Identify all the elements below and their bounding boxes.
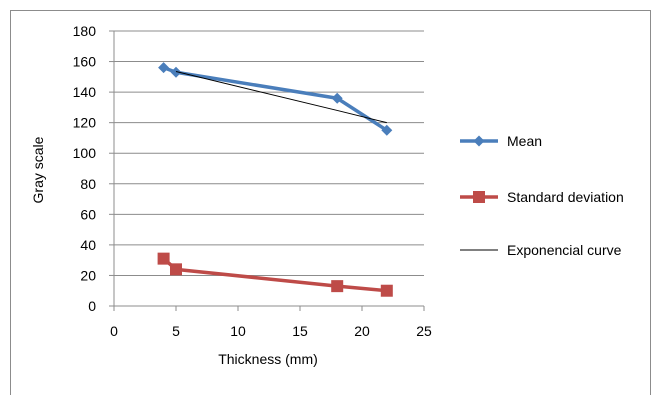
legend-item-standard-deviation: Standard deviation — [460, 189, 624, 205]
tick-labels: 0 20 40 60 80 100 120 140 160 180 0 5 10 15 20 25 — [73, 23, 432, 339]
y-tick-label-100: 100 — [73, 145, 97, 161]
data-point-mean-2 — [331, 92, 343, 104]
chart-frame — [10, 10, 651, 395]
axes — [109, 30, 425, 311]
data-point-mean-0 — [158, 62, 170, 74]
y-tick-label-0: 0 — [88, 298, 96, 314]
data-point-standard-deviation-0 — [157, 252, 170, 265]
series-line-mean — [162, 66, 388, 132]
y-tick-label-80: 80 — [80, 176, 96, 192]
data-point-mean-1 — [170, 66, 182, 78]
x-tick-label-20: 20 — [354, 323, 370, 339]
series-exponencial-curve — [175, 71, 387, 124]
series-layer — [157, 62, 393, 297]
legend-item-exponencial-curve: Exponencial curve — [460, 242, 622, 258]
y-tick-label-140: 140 — [73, 84, 97, 100]
legend: Mean Standard deviation Exponencial curve — [460, 133, 624, 258]
legend-item-mean: Mean — [460, 133, 542, 149]
y-tick-label-120: 120 — [73, 115, 97, 131]
y-axis-label: Gray scale — [30, 136, 46, 203]
x-tick-label-15: 15 — [292, 323, 308, 339]
y-tick-label-20: 20 — [80, 267, 96, 283]
x-tick-label-25: 25 — [416, 323, 432, 339]
series-line-exponencial-curve — [175, 71, 387, 124]
x-tick-label-10: 10 — [230, 323, 246, 339]
y-tick-label-180: 180 — [73, 23, 97, 39]
data-point-standard-deviation-1 — [170, 263, 182, 276]
x-tick-label-0: 0 — [110, 323, 118, 339]
series-mean — [158, 62, 393, 136]
y-tick-label-40: 40 — [80, 237, 96, 253]
y-tick-label-160: 160 — [73, 54, 97, 70]
data-point-mean-3 — [381, 124, 393, 136]
legend-label-exponencial-curve: Exponencial curve — [507, 242, 622, 258]
x-axis-label: Thickness (mm) — [218, 351, 318, 367]
legend-label-mean: Mean — [507, 133, 542, 149]
series-standard-deviation — [157, 252, 393, 297]
series-line-standard-deviation — [162, 257, 387, 293]
data-point-standard-deviation-2 — [331, 280, 344, 293]
gridlines — [114, 30, 424, 276]
legend-marker-mean — [473, 135, 485, 147]
legend-marker-standard-deviation — [473, 191, 485, 203]
x-tick-label-5: 5 — [172, 323, 180, 339]
data-point-standard-deviation-3 — [380, 284, 393, 297]
y-tick-label-60: 60 — [80, 206, 96, 222]
legend-label-standard-deviation: Standard deviation — [507, 189, 624, 205]
